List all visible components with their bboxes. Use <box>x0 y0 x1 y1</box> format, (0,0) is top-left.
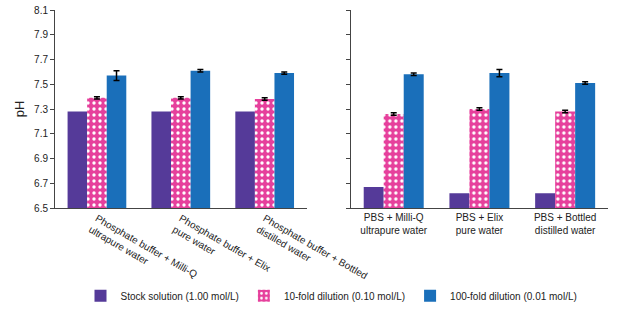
svg-text:Stock solution (1.00 mol/L): Stock solution (1.00 mol/L) <box>121 291 239 302</box>
svg-text:6.9: 6.9 <box>34 153 48 164</box>
svg-text:PBS + Milli-Qultrapure water: PBS + Milli-Qultrapure water <box>360 212 427 236</box>
svg-text:100-fold dilution (0.01 mol/L): 100-fold dilution (0.01 mol/L) <box>450 291 577 302</box>
svg-text:7.1: 7.1 <box>34 128 48 139</box>
svg-text:6.5: 6.5 <box>34 203 48 214</box>
svg-text:10-fold dilution (0.10 mol/L): 10-fold dilution (0.10 mol/L) <box>284 291 405 302</box>
svg-text:pH: pH <box>12 101 27 118</box>
svg-text:7.7: 7.7 <box>34 54 48 65</box>
svg-text:Phosphate buffer + Bottleddist: Phosphate buffer + Bottleddistilled wate… <box>255 213 370 293</box>
svg-text:7.5: 7.5 <box>34 79 48 90</box>
svg-text:PBS + Bottleddistilled water: PBS + Bottleddistilled water <box>534 212 597 236</box>
svg-text:Phosphate buffer + Milli-Qultr: Phosphate buffer + Milli-Qultrapure wate… <box>87 213 199 292</box>
svg-text:6.7: 6.7 <box>34 178 48 189</box>
svg-text:8.1: 8.1 <box>34 5 48 16</box>
svg-text:7.9: 7.9 <box>34 29 48 40</box>
svg-text:7.3: 7.3 <box>34 104 48 115</box>
svg-text:Phosphate buffer + Elixpure wa: Phosphate buffer + Elixpure water <box>171 213 273 286</box>
svg-text:PBS + Elixpure water: PBS + Elixpure water <box>456 212 504 236</box>
